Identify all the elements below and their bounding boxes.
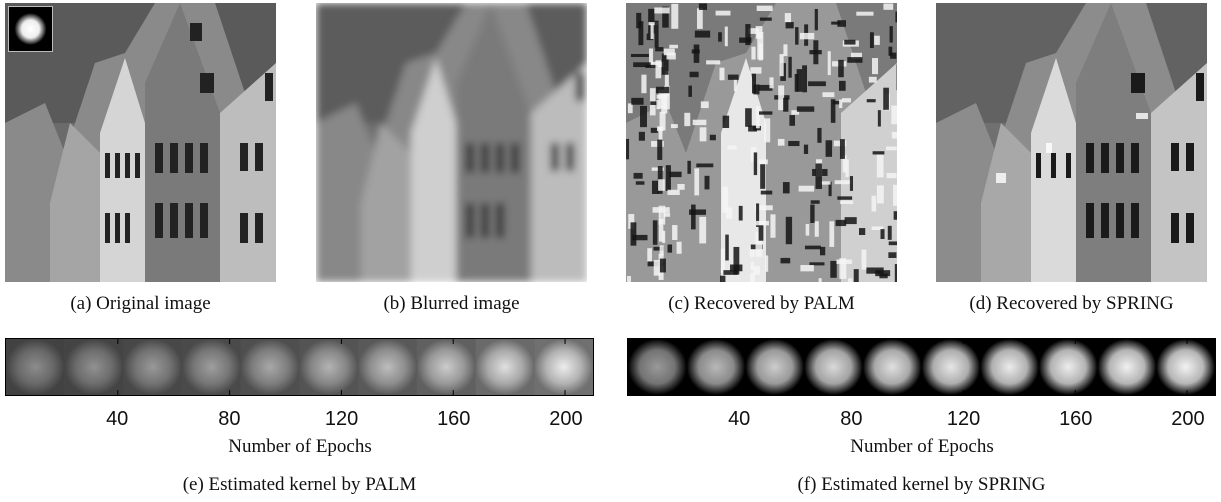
x-axis-ticks-palm: 40 80 120 160 200	[5, 408, 594, 434]
caption-c: (c) Recovered by PALM	[668, 293, 855, 314]
recovered-spring-image	[936, 3, 1207, 282]
tick-label: 160	[1059, 408, 1093, 430]
x-axis-label-palm: Number of Epochs	[228, 436, 372, 457]
tick-label: 200	[1171, 408, 1205, 430]
kernel-cell	[921, 339, 981, 395]
kernel-cell	[182, 339, 241, 395]
caption-e: (e) Estimated kernel by PALM	[182, 474, 417, 495]
kernel-strip-spring	[627, 338, 1216, 396]
original-image	[5, 3, 276, 282]
kernel-cell	[862, 339, 922, 395]
tick-label: 40	[728, 408, 751, 430]
kernel-cell	[475, 339, 535, 395]
tick-label: 160	[437, 408, 471, 430]
kernel-cell	[686, 339, 746, 395]
caption-b: (b) Blurred image	[383, 293, 520, 314]
caption-d: (d) Recovered by SPRING	[969, 293, 1174, 314]
panel-recovered-palm	[626, 3, 897, 282]
kernel-strip-palm	[5, 338, 594, 396]
tick-label: 40	[106, 408, 129, 430]
recovered-palm-image	[626, 3, 897, 282]
panel-original-image	[5, 3, 276, 282]
tick-label: 80	[840, 408, 863, 430]
panel-recovered-spring	[936, 3, 1207, 282]
tick-label: 200	[549, 408, 583, 430]
kernel-cell	[6, 339, 65, 395]
tick-label: 120	[324, 408, 359, 430]
caption-a: (a) Original image	[70, 293, 211, 314]
kernel-cell	[240, 339, 300, 395]
kernel-cell	[534, 339, 593, 395]
tick-label: 120	[946, 408, 981, 430]
kernel-cell	[1156, 339, 1215, 395]
kernel-cell	[628, 339, 687, 395]
x-axis-label-spring: Number of Epochs	[850, 436, 994, 457]
kernel-cell	[804, 339, 863, 395]
blurred-image	[316, 3, 587, 282]
kernel-cell	[64, 339, 124, 395]
kernel-cell	[416, 339, 476, 395]
caption-f: (f) Estimated kernel by SPRING	[797, 474, 1046, 495]
kernel-cell	[358, 339, 417, 395]
kernel-cell	[980, 339, 1039, 395]
kernel-cell	[1097, 339, 1157, 395]
tick-label: 80	[218, 408, 241, 430]
x-axis-ticks-spring: 40 80 120 160 200	[627, 408, 1216, 434]
kernel-cell	[1038, 339, 1098, 395]
kernel-cell	[299, 339, 359, 395]
panel-blurred-image	[316, 3, 587, 282]
kernel-inset	[8, 6, 53, 52]
kernel-cell	[745, 339, 805, 395]
kernel-cell	[123, 339, 183, 395]
